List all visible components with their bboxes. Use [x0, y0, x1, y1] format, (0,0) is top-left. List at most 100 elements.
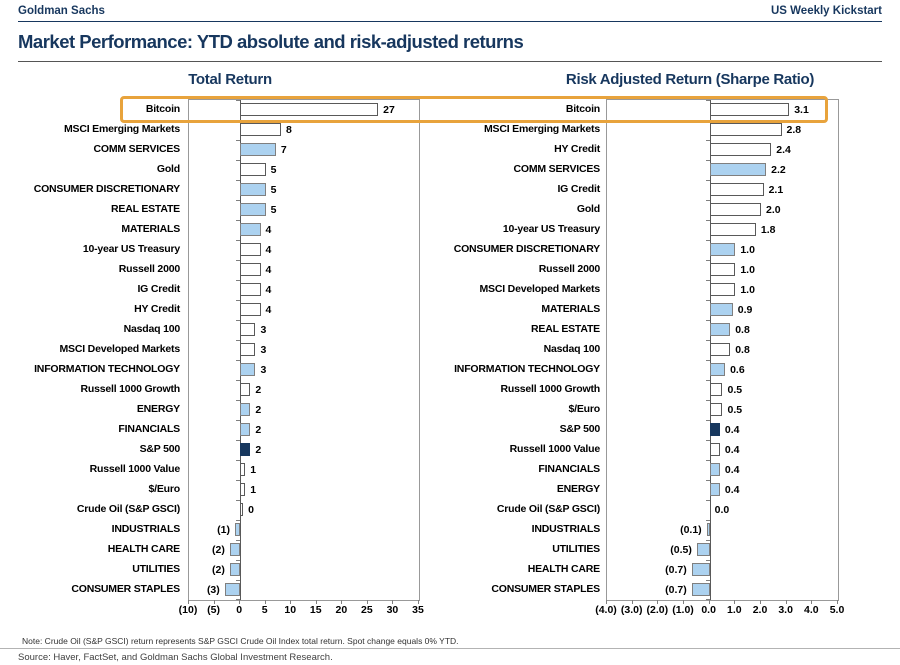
category-tick: [705, 560, 710, 561]
category-label: FINANCIALS: [118, 423, 180, 435]
x-axis-tick: [341, 600, 343, 604]
value-label: 8: [286, 124, 292, 136]
category-label: COMM SERVICES: [93, 143, 181, 155]
category-label: Bitcoin: [145, 103, 180, 115]
x-axis-tick-label: (10): [178, 604, 198, 616]
value-label: 2.8: [786, 124, 802, 136]
value-label: 2.4: [776, 144, 791, 156]
bar: [709, 303, 733, 316]
category-label: Russell 1000 Growth: [80, 383, 181, 395]
category-tick: [705, 540, 710, 541]
x-axis-tick-label: 5: [261, 604, 268, 616]
value-label: (3): [206, 584, 220, 596]
bar: [240, 163, 266, 176]
x-axis-tick-label: 0: [236, 604, 243, 616]
value-label: 4: [265, 244, 272, 256]
category-label: Russell 2000: [538, 263, 600, 275]
value-label: (0.7): [665, 564, 687, 576]
bar: [709, 443, 720, 456]
value-label: 7: [280, 144, 287, 156]
bitcoin-highlight-box: [120, 96, 828, 123]
x-axis-tick-label: 1.0: [727, 604, 742, 616]
category-label: 10-year US Treasury: [502, 223, 600, 235]
bar: [240, 303, 261, 316]
bar: [240, 423, 251, 436]
bar: [709, 163, 767, 176]
x-axis-tick: [837, 600, 838, 604]
category-label: Gold: [156, 163, 180, 175]
category-tick: [236, 580, 241, 581]
x-axis-tick: [657, 600, 659, 604]
category-tick: [705, 460, 710, 461]
bar: [224, 583, 241, 596]
category-tick: [705, 520, 710, 521]
category-label: MSCI Emerging Markets: [484, 123, 600, 135]
value-label: 0.8: [735, 324, 750, 336]
category-label: INFORMATION TECHNOLOGY: [454, 363, 600, 375]
x-axis-tick: [683, 600, 684, 604]
x-axis-tick: [188, 600, 189, 604]
value-label: 0.0: [714, 504, 730, 516]
category-tick: [236, 420, 241, 421]
category-tick: [236, 480, 241, 481]
bar: [240, 103, 379, 116]
category-tick: [236, 320, 241, 321]
category-label: ENERGY: [556, 483, 600, 495]
x-axis-tick: [811, 600, 813, 604]
bar: [235, 523, 241, 536]
value-label: 2: [255, 444, 262, 456]
value-label: 2.1: [768, 184, 784, 196]
category-tick: [236, 160, 241, 161]
value-label: 5: [270, 164, 277, 176]
category-tick: [705, 100, 710, 101]
bar: [709, 323, 731, 336]
category-tick: [236, 520, 241, 521]
category-tick: [236, 540, 241, 541]
x-axis-tick: [392, 600, 394, 604]
value-label: 5: [270, 204, 277, 216]
page-title: Market Performance: YTD absolute and ris…: [18, 31, 524, 52]
category-label: COMM SERVICES: [513, 163, 601, 175]
category-tick: [236, 220, 241, 221]
category-label: IG Credit: [557, 183, 600, 195]
category-tick: [705, 500, 710, 501]
value-label: 1.8: [760, 224, 776, 236]
category-label: UTILITIES: [552, 543, 600, 555]
category-label: Russell 1000 Value: [509, 443, 601, 455]
sharpe-ratio-x-axis: (4.0) (3.0) (2.0) (1.0) 0.0 1.0 2.0 3.0 4.0 5.0: [595, 600, 844, 620]
x-axis-tick-label: 15: [309, 604, 322, 616]
category-label: HY Credit: [134, 303, 180, 315]
chart-title-total-return: Total Return: [188, 71, 272, 88]
category-tick: [705, 280, 710, 281]
category-label: CONSUMER DISCRETIONARY: [33, 183, 181, 195]
category-label: INDUSTRIALS: [531, 523, 601, 535]
category-label: Crude Oil (S&P GSCI): [496, 503, 600, 515]
bar: [240, 243, 261, 256]
x-axis-tick-label: 35: [412, 604, 424, 616]
bar: [240, 483, 246, 496]
x-axis-tick: [239, 600, 241, 604]
category-tick: [705, 580, 710, 581]
category-label: MSCI Developed Markets: [479, 283, 601, 295]
value-label: 0.4: [724, 444, 740, 456]
category-label: Russell 2000: [118, 263, 180, 275]
bar: [240, 463, 246, 476]
value-label: 27: [383, 104, 395, 116]
value-label: 0.8: [735, 344, 750, 356]
value-label: 2.2: [771, 164, 786, 176]
value-label: 0.6: [730, 364, 745, 376]
value-label: (2): [212, 564, 225, 576]
value-label: 1: [250, 484, 257, 496]
category-tick: [236, 180, 241, 181]
category-label: Nasdaq 100: [543, 343, 601, 355]
category-tick: [236, 440, 241, 441]
source-text: Source: Haver, FactSet, and Goldman Sach…: [18, 652, 333, 663]
value-label: 4: [265, 304, 272, 316]
value-label: 4: [265, 284, 272, 296]
category-label: Nasdaq 100: [123, 323, 181, 335]
sharpe-ratio-category-labels: Bitcoin MSCI Emerging Markets HY Credit COM…: [438, 99, 601, 599]
category-label: 10-year US Treasury: [82, 243, 180, 255]
category-label: CONSUMER DISCRETIONARY: [453, 243, 601, 255]
bar: [240, 503, 244, 516]
value-label: 2: [255, 424, 262, 436]
